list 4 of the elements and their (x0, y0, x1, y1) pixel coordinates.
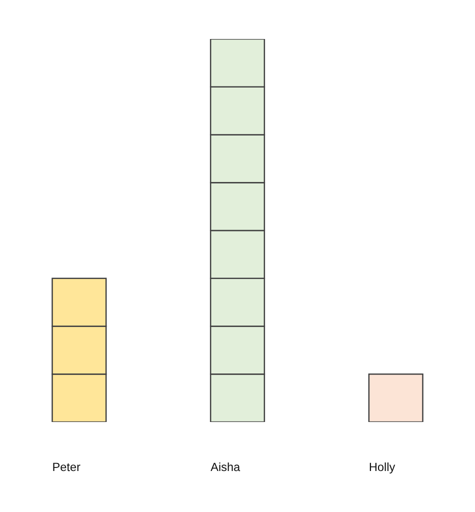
x-tick-label: Aisha (210, 462, 240, 472)
x-tick-label: Peter (53, 462, 80, 472)
x-tick-label: Holly (370, 462, 396, 474)
bar (368, 374, 424, 422)
